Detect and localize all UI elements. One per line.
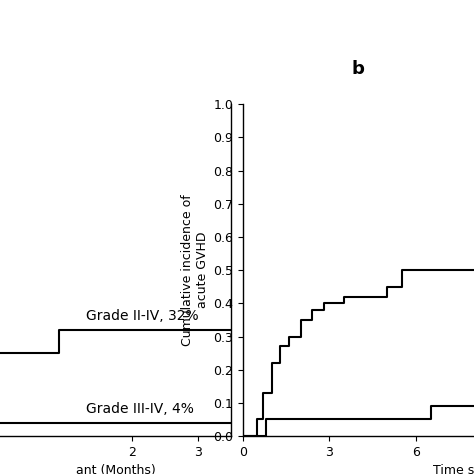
X-axis label: ant (Months): ant (Months) [76,465,155,474]
Text: Grade III-IV, 4%: Grade III-IV, 4% [86,402,194,416]
X-axis label: Time s: Time s [433,465,474,474]
Text: b: b [352,60,365,78]
Y-axis label: Cumulative incidence of
acute GVHD: Cumulative incidence of acute GVHD [181,194,209,346]
Text: Grade II-IV, 32%: Grade II-IV, 32% [86,309,199,323]
